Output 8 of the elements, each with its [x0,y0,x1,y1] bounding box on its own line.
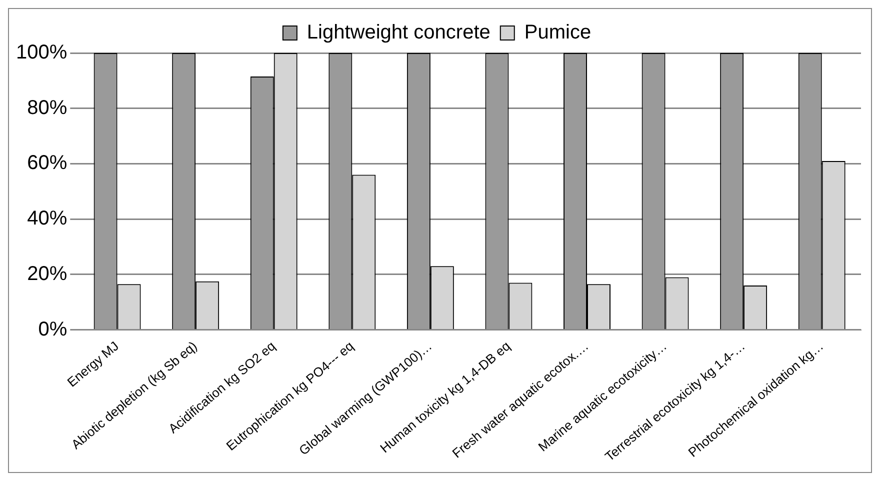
y-tick-label: 60% [27,152,68,174]
y-tick-label: 80% [27,96,68,119]
y-tick-label: 20% [27,262,68,285]
y-tick-label: 100% [16,42,68,64]
legend-label: Pumice [524,22,592,44]
legend-label: Lightweight concrete [306,22,490,44]
y-tick-label: 40% [27,208,68,230]
y-tick-label: 0% [38,318,68,340]
